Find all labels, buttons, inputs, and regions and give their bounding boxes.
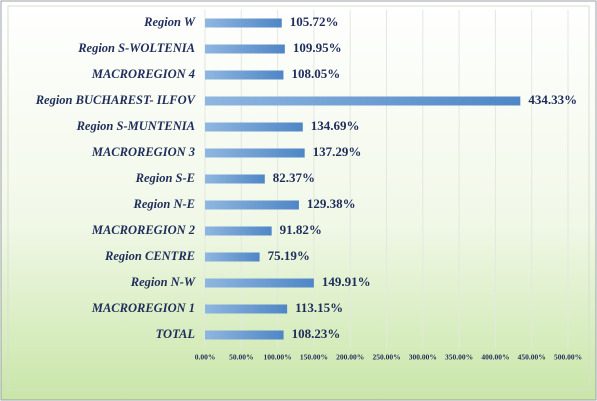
x-tick-label: 500.00% [554,353,582,362]
bar [205,44,285,54]
y-tick-label: Region N-E [133,197,195,211]
data-label: 134.69% [311,118,360,133]
bar [205,200,299,210]
y-tick-label: Region BUCHAREST- ILFOV [35,93,197,107]
bar [205,278,314,288]
bar [205,122,303,132]
data-label: 105.72% [290,14,339,29]
data-label: 108.05% [291,66,340,81]
y-tick-label: Region W [143,15,196,29]
data-label: 109.95% [293,40,342,55]
frame [7,5,590,391]
data-label: 82.37% [273,170,315,185]
bar [205,304,288,314]
bar [205,252,260,262]
data-label: 75.19% [268,248,310,263]
data-label: 137.29% [313,144,362,159]
x-tick-label: 0.00% [195,353,216,362]
data-label: 108.23% [292,326,341,341]
y-tick-label: Region S-E [135,171,195,185]
y-tick-label: TOTAL [156,327,196,341]
bar [205,148,305,158]
x-tick-label: 100.00% [264,353,292,362]
bar [205,330,284,340]
data-label: 149.91% [322,274,371,289]
y-tick-label: Region CENTRE [104,249,195,263]
bar [205,96,521,106]
data-label: 129.38% [307,196,356,211]
data-label: 434.33% [528,92,577,107]
bar [205,18,282,28]
x-tick-label: 250.00% [372,353,400,362]
y-tick-label: MACROREGION 2 [91,223,195,237]
data-label: 91.82% [280,222,322,237]
x-tick-label: 450.00% [518,353,546,362]
x-tick-label: 350.00% [445,353,473,362]
x-tick-label: 150.00% [300,353,328,362]
x-tick-label: 300.00% [409,353,437,362]
y-tick-label: MACROREGION 4 [91,67,195,81]
bar [205,174,265,184]
x-tick-label: 400.00% [481,353,509,362]
x-tick-label: 200.00% [336,353,364,362]
y-tick-label: Region S-MUNTENIA [76,119,195,133]
y-tick-label: Region N-W [130,275,196,289]
y-tick-label: MACROREGION 1 [91,301,195,315]
y-tick-label: Region S-WOLTENIA [77,41,195,55]
x-tick-label: 50.00% [229,353,253,362]
y-tick-label: MACROREGION 3 [91,145,195,159]
data-label: 113.15% [295,300,343,315]
bar [205,70,284,80]
bar [205,226,272,236]
